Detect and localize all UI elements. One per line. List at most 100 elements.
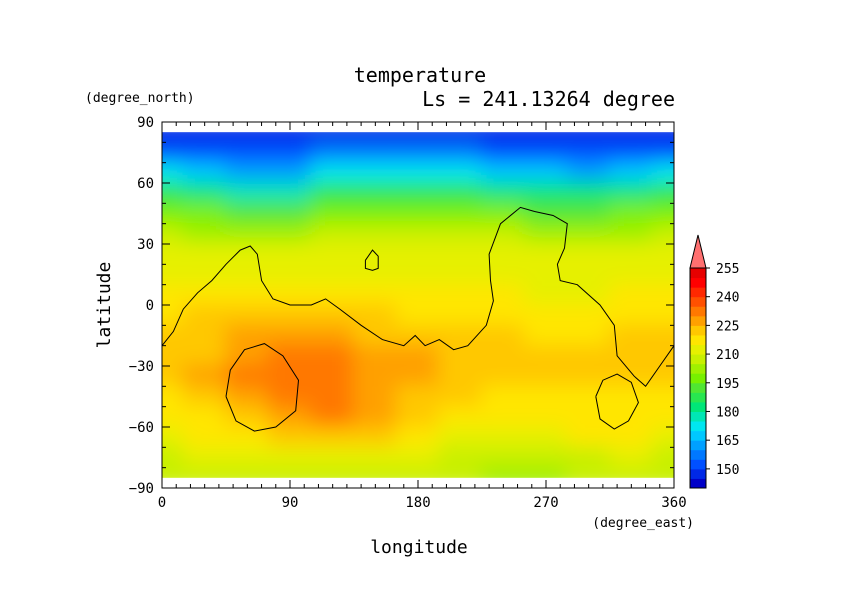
temperature-cell [353,141,398,164]
temperature-cell [395,304,441,327]
temperature-cell [162,263,185,286]
temperature-cell [225,263,270,286]
temperature-cell [523,161,569,184]
plot-area [162,122,674,488]
temperature-cell [225,385,270,408]
temperature-cell [481,141,526,164]
colorbar-tick-label: 165 [716,434,739,449]
temperature-cell [481,426,526,449]
temperature-cell [353,426,398,449]
temperature-cell [267,304,313,327]
temperature-cell [182,283,227,306]
chart-subtitle: Ls = 241.13264 degree [422,87,675,111]
temperature-cell [523,405,569,428]
temperature-cell [438,222,483,245]
temperature-cell [182,426,227,449]
temperature-cell [225,161,270,184]
temperature-cell [182,182,227,205]
temperature-cell [310,405,355,428]
colorbar-segment [690,449,706,460]
temperature-cell [225,446,270,469]
temperature-cell [353,446,398,469]
temperature-cell [481,446,526,469]
temperature-cell [182,324,227,347]
temperature-cell [310,385,355,408]
temperature-cell [162,243,185,266]
temperature-cell [566,385,611,408]
temperature-cells [162,122,674,488]
temperature-cell [225,426,270,449]
temperature-cell [182,263,227,286]
temperature-cell [310,161,355,184]
temperature-cell [310,344,355,367]
colorbar-segment [690,344,706,355]
colorbar-tick-label: 225 [716,319,739,334]
temperature-cell [481,324,526,347]
temperature-cell [438,161,483,184]
colorbar-segment [690,430,706,441]
colorbar-segment [690,315,706,326]
temperature-cell [395,426,441,449]
temperature-cell [566,324,611,347]
temperature-cell [523,283,569,306]
temperature-cell [267,283,313,306]
temperature-cell [353,385,398,408]
temperature-cell [523,141,569,164]
temperature-cell [310,446,355,469]
temperature-cell [438,365,483,388]
temperature-cell [609,243,654,266]
temperature-cell [481,263,526,286]
colorbar-segment [690,401,706,412]
x-tick-label: 360 [661,495,686,511]
chart-title: temperature [354,63,486,87]
temperature-cell [353,365,398,388]
temperature-cell [267,365,313,388]
colorbar: 150 165 180 195 210 225 240 255 [689,234,739,489]
temperature-cell [267,344,313,367]
colorbar-segment [690,459,706,470]
y-tick-label: 0 [146,298,154,314]
temperature-cell [438,426,483,449]
temperature-cell [566,161,611,184]
temperature-cell [162,182,185,205]
temperature-cell [609,202,654,225]
colorbar-extend-arrow [689,234,707,269]
contour-argyre-loop [595,373,639,430]
y-axis-ticks: 90 60 30 0 −30 −60 −90 [129,115,674,497]
temperature-cell [651,243,674,266]
temperature-cell [182,243,227,266]
temperature-cell [395,385,441,408]
x-tick-label: 270 [533,495,558,511]
temperature-cell [353,243,398,266]
y-units-label: (degree_north) [85,91,195,106]
temperature-cell [438,141,483,164]
temperature-cell [566,446,611,469]
temperature-cell [162,344,185,367]
temperature-cell [225,202,270,225]
temperature-cell [651,405,674,428]
temperature-cell [310,365,355,388]
temperature-cell [438,283,483,306]
temperature-cell [651,182,674,205]
temperature-cell [267,141,313,164]
colorbar-segment [690,392,706,403]
temperature-cell [225,365,270,388]
temperature-cell [523,344,569,367]
y-tick-label: −30 [129,359,154,375]
temperature-cell [609,426,654,449]
colorbar-frame [689,267,707,489]
y-tick-label: 60 [137,176,154,192]
temperature-cell [310,182,355,205]
temperature-cell [481,304,526,327]
temperature-cell [651,344,674,367]
temperature-cell [523,182,569,205]
temperature-cell [267,324,313,347]
temperature-cell [523,324,569,347]
temperature-cell [481,405,526,428]
temperature-cell [267,182,313,205]
temperature-cell [310,222,355,245]
x-tick-label: 90 [282,495,299,511]
temperature-cell [353,161,398,184]
y-tick-label: 30 [137,237,154,253]
